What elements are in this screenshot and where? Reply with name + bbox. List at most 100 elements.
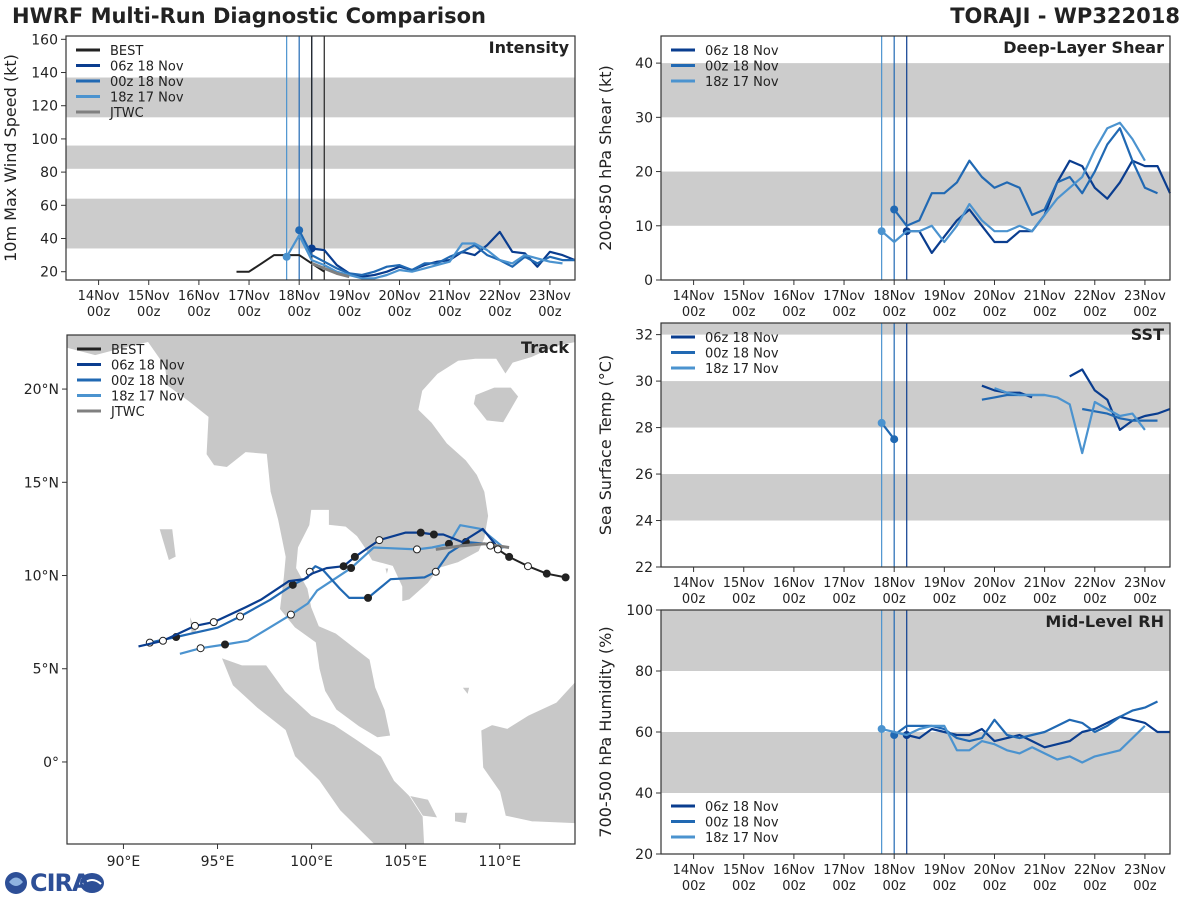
shear-xtick-hour: 00z <box>832 305 856 320</box>
sst-band <box>661 474 1170 521</box>
shear-ylabel: 200-850 hPa Shear (kt) <box>596 65 615 251</box>
sst-xtick-day: 14Nov <box>673 576 715 591</box>
rh-ytick-label: 60 <box>635 725 653 741</box>
track-legend-label: 06z 18 Nov <box>111 359 185 374</box>
intensity-xtick-hour: 00z <box>388 305 412 320</box>
belitung-island <box>454 811 469 824</box>
land-mass <box>67 335 575 844</box>
best-track-point <box>561 573 570 582</box>
intensity-xtick-day: 17Nov <box>228 289 270 304</box>
rh-ytick-label: 80 <box>635 664 653 680</box>
track-ytick-label: 10°N <box>24 569 59 585</box>
sst-ylabel: Sea Surface Temp (°C) <box>596 355 615 535</box>
shear-frame <box>660 35 1171 281</box>
intensity-xtick-hour: 00z <box>187 305 211 320</box>
intensity-xtick-day: 16Nov <box>178 289 220 304</box>
rh-panel: 2040608010014Nov00z15Nov00z16Nov00z17Nov… <box>596 603 1171 894</box>
sst-ytick-label: 26 <box>635 467 653 483</box>
rh-ytick-label: 40 <box>635 786 653 802</box>
intensity-title: Intensity <box>489 38 570 57</box>
rh-ylabel: 700-500 hPa Humidity (%) <box>596 626 615 837</box>
track-panel: 90°E 95°E 100°E 105°E 110°E 0° 5°N 10°N 15°N 20°N… <box>24 334 576 870</box>
rh-xtick-hour: 00z <box>782 879 806 894</box>
sst-xtick-day: 21Nov <box>1024 576 1066 591</box>
shear-xtick-hour: 00z <box>882 305 906 320</box>
sst-ytick-label: 30 <box>635 374 653 390</box>
intensity-ylabel: 10m Max Wind Speed (kt) <box>1 54 20 262</box>
bangka-island <box>408 794 439 819</box>
intensity-band <box>66 145 575 169</box>
rh-xtick-hour: 00z <box>832 879 856 894</box>
sst-ytick-label: 22 <box>635 560 653 576</box>
intensity-xtick-day: 14Nov <box>78 289 120 304</box>
rh-ytick-label: 20 <box>635 847 653 863</box>
sst-xtick-day: 19Nov <box>923 576 965 591</box>
intensity-xtick-hour: 00z <box>488 305 512 320</box>
sst-init-point <box>877 418 886 427</box>
shear-ytick-label: 10 <box>635 219 653 235</box>
sst-xtick-hour: 00z <box>682 592 706 607</box>
track-ytick-label: 20°N <box>24 382 59 398</box>
track-legend-label: BEST <box>111 343 144 358</box>
intensity-legend-label: 06z 18 Nov <box>110 60 184 75</box>
shear-legend-label: 00z 18 Nov <box>705 60 779 75</box>
rh-xtick-day: 21Nov <box>1024 863 1066 878</box>
seal-icon <box>80 873 104 893</box>
logo-text: CIRA <box>30 869 91 897</box>
shear-xtick-hour: 00z <box>782 305 806 320</box>
intensity-xtick-hour: 00z <box>87 305 111 320</box>
intensity-xtick-hour: 00z <box>538 305 562 320</box>
track-point <box>347 564 356 573</box>
best-track-point <box>486 541 495 550</box>
andaman-island <box>158 512 177 562</box>
rh-xtick-day: 16Nov <box>773 863 815 878</box>
sst-series-line <box>1069 368 1171 431</box>
rh-legend-label: 00z 18 Nov <box>705 816 779 831</box>
shear-xtick-day: 19Nov <box>923 289 965 304</box>
borneo-island <box>480 681 575 824</box>
intensity-series-line <box>285 234 563 280</box>
rh-xtick-hour: 00z <box>933 879 957 894</box>
shear-series-line <box>893 127 1158 227</box>
track-point <box>350 552 359 561</box>
phu-quoc-island <box>384 567 390 576</box>
rh-xtick-day: 14Nov <box>673 863 715 878</box>
shear-init-point <box>877 227 886 236</box>
chart-title: HWRF Multi-Run Diagnostic Comparison <box>12 4 487 28</box>
sst-ytick-label: 24 <box>635 514 653 530</box>
intensity-ytick-label: 40 <box>40 232 58 248</box>
intensity-ytick-label: 80 <box>40 165 58 181</box>
sst-xtick-day: 16Nov <box>773 576 815 591</box>
intensity-legend-label: 00z 18 Nov <box>110 75 184 90</box>
rh-xtick-day: 20Nov <box>974 863 1016 878</box>
sst-band <box>661 381 1170 428</box>
shear-ytick-label: 0 <box>644 273 653 289</box>
intensity-ytick-label: 140 <box>31 66 58 82</box>
track-title: Track <box>521 338 569 357</box>
sst-xtick-hour: 00z <box>782 592 806 607</box>
shear-series-line <box>880 121 1146 244</box>
sst-panel: 22242628303214Nov00z15Nov00z16Nov00z17No… <box>596 322 1171 607</box>
rh-xtick-day: 15Nov <box>723 863 765 878</box>
sumatra-island <box>220 656 425 844</box>
shear-xtick-hour: 00z <box>1033 305 1057 320</box>
intensity-band <box>66 198 575 249</box>
intensity-init-point <box>295 226 304 235</box>
sst-xtick-day: 15Nov <box>723 576 765 591</box>
shear-xtick-day: 16Nov <box>773 289 815 304</box>
rh-xtick-day: 22Nov <box>1074 863 1116 878</box>
rh-xtick-hour: 00z <box>1033 879 1057 894</box>
shear-xtick-hour: 00z <box>983 305 1007 320</box>
natuna-island <box>461 687 471 696</box>
shear-xtick-hour: 00z <box>1133 305 1157 320</box>
track-point <box>431 567 440 576</box>
track-point <box>196 644 205 653</box>
sst-xtick-hour: 00z <box>983 592 1007 607</box>
shear-xtick-day: 17Nov <box>823 289 865 304</box>
track-frame <box>66 334 576 845</box>
track-point <box>286 610 295 619</box>
sst-xtick-hour: 00z <box>1083 592 1107 607</box>
track-point <box>364 593 373 602</box>
rh-xtick-hour: 00z <box>682 879 706 894</box>
sst-band <box>661 323 1170 335</box>
